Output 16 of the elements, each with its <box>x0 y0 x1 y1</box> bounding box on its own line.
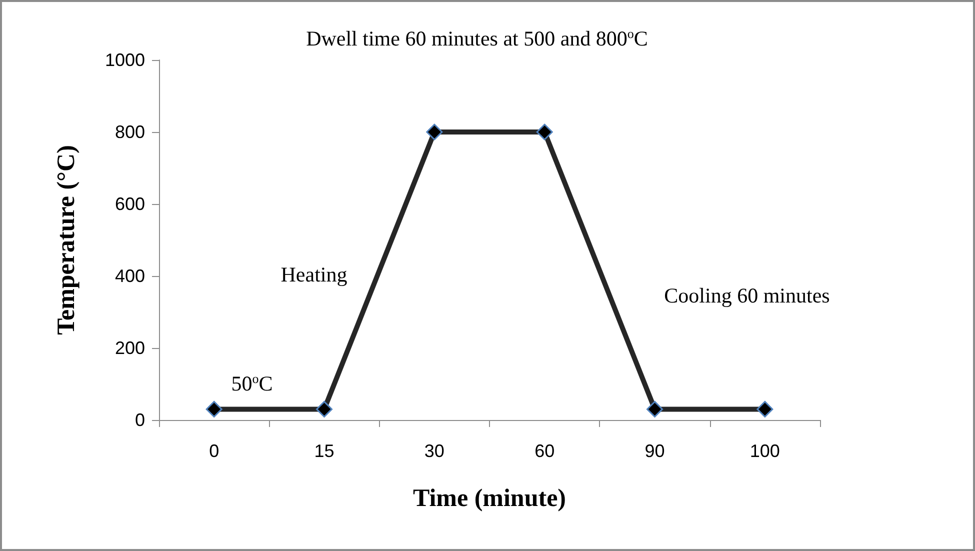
x-tick-label: 30 <box>424 441 444 461</box>
y-tick-label: 400 <box>114 266 145 286</box>
y-tick-label: 0 <box>134 410 145 430</box>
x-axis-title: Time (minute) <box>413 485 566 512</box>
x-tick-label: 15 <box>314 441 334 461</box>
y-tick-label: 1000 <box>104 50 145 70</box>
x-tick-label: 100 <box>750 441 780 461</box>
x-tick-label: 60 <box>534 441 555 461</box>
x-tick-label: 90 <box>644 441 665 461</box>
x-tick-label: 0 <box>209 441 220 461</box>
y-tick-label: 200 <box>114 338 145 358</box>
y-tick-label: 600 <box>114 194 145 214</box>
y-tick-label: 800 <box>114 122 145 142</box>
annotation: Cooling 60 minutes <box>664 284 830 308</box>
y-axis-title: Temperature (°C) <box>53 145 80 335</box>
annotation: Heating <box>280 262 348 286</box>
